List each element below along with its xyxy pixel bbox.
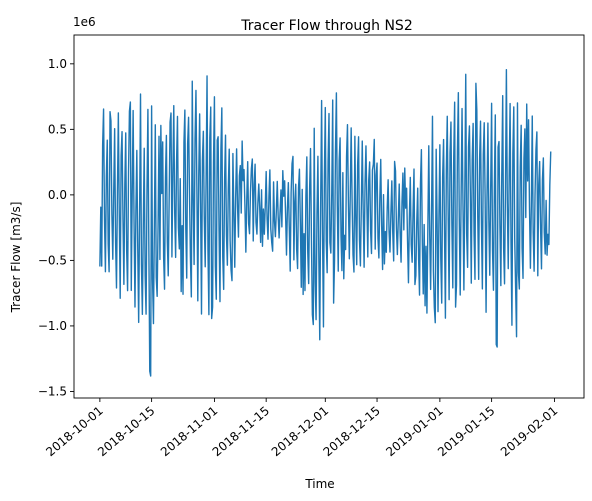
y-tick-label: 0.0 [48, 188, 67, 202]
x-tick-label: 2018-11-15 [210, 404, 272, 460]
y-axis-label: Tracer Flow [m3/s] [9, 202, 23, 314]
y-offset-label: 1e6 [73, 15, 96, 29]
y-axis-ticks: −1.5 −1.0 −0.5 0.0 0.5 1.0 [38, 57, 74, 399]
x-tick-label: 2018-12-15 [321, 404, 383, 460]
x-tick-label: 2019-02-01 [498, 404, 560, 460]
y-tick-label: −0.5 [38, 253, 67, 267]
chart-title: Tracer Flow through NS2 [240, 18, 412, 34]
x-tick-label: 2018-10-15 [95, 404, 157, 460]
y-tick-label: −1.0 [38, 319, 67, 333]
plot-area [100, 70, 551, 376]
y-tick-label: −1.5 [38, 384, 67, 398]
y-tick-label: 0.5 [48, 122, 67, 136]
y-tick-label: 1.0 [48, 57, 67, 71]
series-line [100, 70, 551, 376]
x-tick-label: 2019-01-15 [435, 404, 497, 460]
x-axis-label: Time [304, 477, 334, 491]
